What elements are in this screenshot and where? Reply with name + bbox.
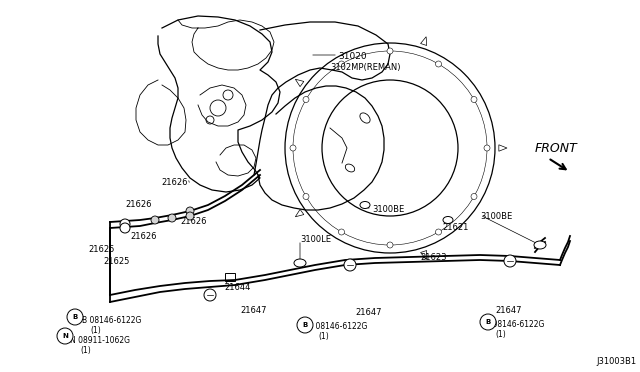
Text: B 08146-6122G: B 08146-6122G bbox=[485, 320, 545, 329]
Text: 21647: 21647 bbox=[240, 306, 266, 315]
Polygon shape bbox=[178, 20, 274, 70]
Circle shape bbox=[387, 242, 393, 248]
Circle shape bbox=[484, 145, 490, 151]
Bar bbox=[225, 273, 235, 281]
Circle shape bbox=[480, 314, 496, 330]
Text: 21647: 21647 bbox=[355, 308, 381, 317]
Circle shape bbox=[303, 193, 309, 199]
Text: 21647: 21647 bbox=[495, 306, 522, 315]
Text: 21625: 21625 bbox=[104, 257, 130, 266]
Text: 21626: 21626 bbox=[131, 232, 157, 241]
Text: N: N bbox=[62, 333, 68, 339]
Circle shape bbox=[186, 212, 194, 220]
Text: J31003B1: J31003B1 bbox=[596, 357, 636, 366]
Text: 21625: 21625 bbox=[88, 245, 115, 254]
Ellipse shape bbox=[294, 259, 306, 267]
Circle shape bbox=[435, 61, 442, 67]
Circle shape bbox=[435, 229, 442, 235]
Circle shape bbox=[504, 255, 516, 267]
Text: 3100LE: 3100LE bbox=[300, 235, 331, 244]
Text: 3102MP(REMAN): 3102MP(REMAN) bbox=[330, 63, 401, 72]
Circle shape bbox=[186, 207, 194, 215]
Circle shape bbox=[387, 48, 393, 54]
Polygon shape bbox=[198, 85, 246, 126]
Text: (1): (1) bbox=[495, 330, 506, 339]
Circle shape bbox=[204, 289, 216, 301]
Text: 21626: 21626 bbox=[161, 178, 188, 187]
Circle shape bbox=[471, 96, 477, 103]
Text: B 08146-6122G: B 08146-6122G bbox=[308, 322, 367, 331]
Circle shape bbox=[151, 216, 159, 224]
Circle shape bbox=[339, 229, 344, 235]
Circle shape bbox=[168, 214, 176, 222]
Text: 21626: 21626 bbox=[125, 200, 152, 209]
Circle shape bbox=[57, 328, 73, 344]
Text: (1): (1) bbox=[90, 326, 100, 335]
Text: 21626: 21626 bbox=[180, 217, 207, 226]
Text: 21623: 21623 bbox=[420, 253, 447, 262]
Ellipse shape bbox=[360, 202, 370, 208]
Circle shape bbox=[344, 259, 356, 271]
Text: FRONT: FRONT bbox=[535, 141, 578, 154]
Circle shape bbox=[120, 223, 130, 233]
Text: B: B bbox=[485, 319, 491, 325]
Text: 21621: 21621 bbox=[442, 223, 468, 232]
Text: 31020: 31020 bbox=[338, 52, 367, 61]
Circle shape bbox=[297, 317, 313, 333]
Text: (1): (1) bbox=[80, 346, 91, 355]
Circle shape bbox=[290, 145, 296, 151]
Circle shape bbox=[303, 96, 309, 103]
Text: B 08146-6122G: B 08146-6122G bbox=[82, 316, 141, 325]
Text: B: B bbox=[302, 322, 308, 328]
Text: 21644: 21644 bbox=[224, 283, 250, 292]
Text: 3100BE: 3100BE bbox=[372, 205, 404, 214]
Text: B: B bbox=[72, 314, 77, 320]
Circle shape bbox=[339, 61, 344, 67]
Text: (1): (1) bbox=[318, 332, 329, 341]
Circle shape bbox=[67, 309, 83, 325]
Text: N 08911-1062G: N 08911-1062G bbox=[70, 336, 130, 345]
Circle shape bbox=[120, 219, 130, 229]
Ellipse shape bbox=[534, 241, 546, 249]
Circle shape bbox=[471, 193, 477, 199]
Ellipse shape bbox=[443, 217, 453, 224]
Text: 3100BE: 3100BE bbox=[480, 212, 512, 221]
